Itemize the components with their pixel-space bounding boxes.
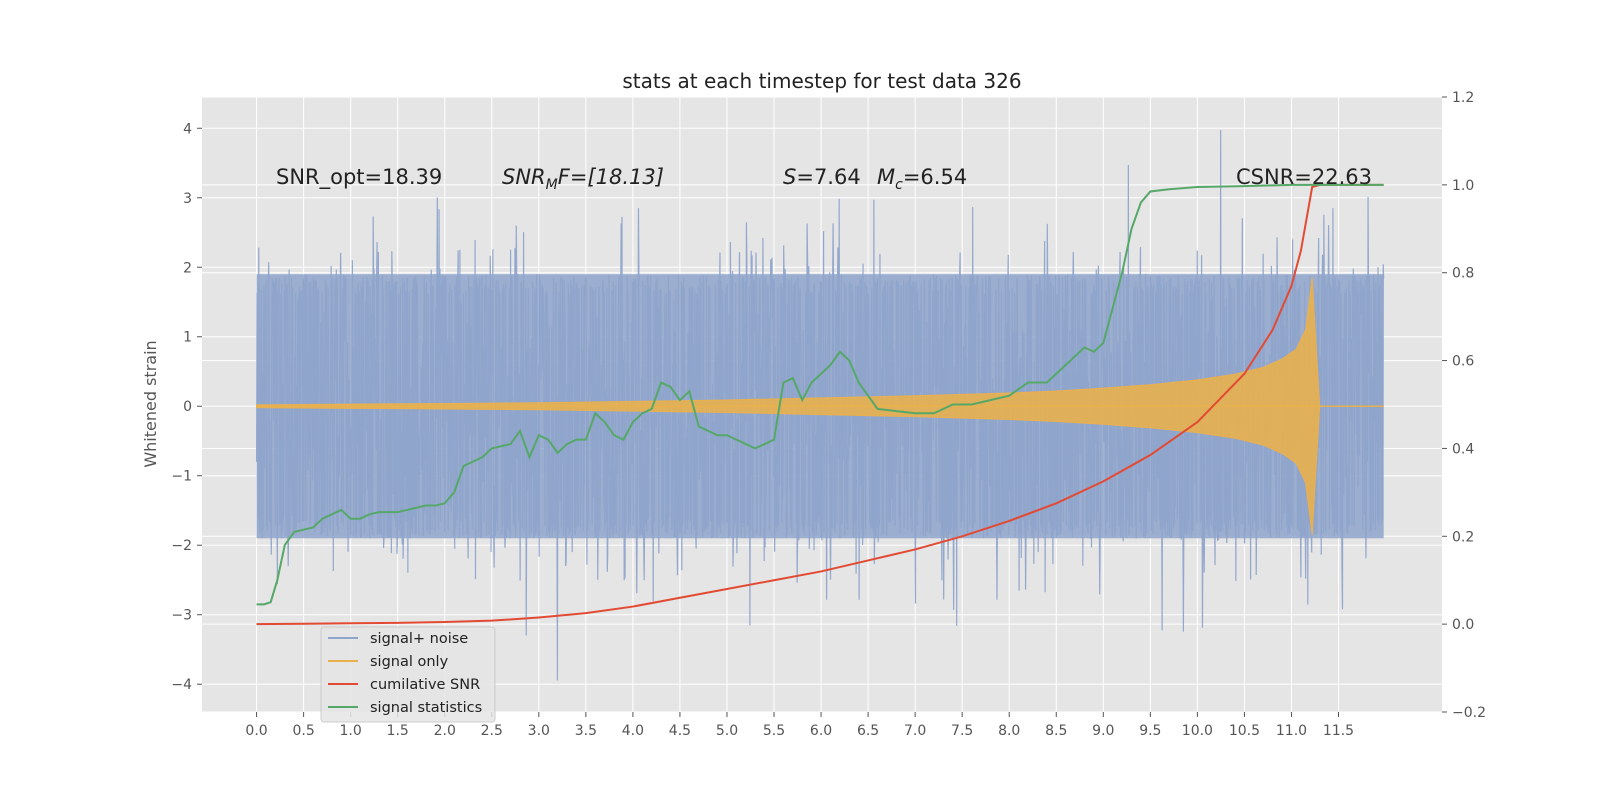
x-tick-label: 8.0 (998, 723, 1020, 739)
s-annotation: S=7.64 (783, 165, 861, 189)
legend-box (320, 626, 496, 723)
legend: signal+ noise signal only cumilative SNR… (320, 626, 496, 723)
y-tick-label: −4 (171, 677, 192, 693)
y-right-tick-label: 0.6 (1452, 354, 1474, 370)
s-symbol: S (783, 165, 796, 189)
x-tick-label: 5.0 (716, 723, 738, 739)
x-tick-label: 11.0 (1276, 723, 1307, 739)
signal-statistics-line (256, 183, 1384, 606)
series-layer (255, 130, 1385, 681)
x-tick-label: 2.0 (434, 723, 456, 739)
mc-annotation: Mc=6.54 (877, 165, 967, 193)
y-tick-label: 0 (183, 399, 192, 415)
mc-value: =6.54 (903, 165, 967, 189)
y-right-tick-label: 1.2 (1452, 90, 1474, 106)
y-tick-label: 2 (183, 260, 192, 276)
y-tick-label: 1 (183, 330, 192, 346)
annotations: SNR_opt=18.39 SNRMF=[18.13] S=7.64 Mc=6.… (276, 165, 1372, 193)
x-tick-label: 3.0 (528, 723, 550, 739)
y-right-tick-label: 0.4 (1452, 441, 1474, 457)
cumulative-snr-line (256, 183, 1384, 626)
x-tick-label: 11.5 (1323, 723, 1354, 739)
csnr-annotation: CSNR=22.63 (1236, 165, 1372, 189)
y-right-tick-label: −0.2 (1452, 705, 1486, 721)
legend-label-noise: signal+ noise (370, 631, 468, 647)
chart-title: stats at each timestep for test data 326 (622, 69, 1021, 93)
y-tick-label: −2 (171, 538, 192, 554)
y-tick-label: −3 (171, 608, 192, 624)
snr-opt-annotation: SNR_opt=18.39 (276, 165, 442, 190)
x-tick-label: 10.5 (1229, 723, 1260, 739)
x-tick-label: 9.5 (1139, 723, 1161, 739)
y-right-tick-label: 0.2 (1452, 529, 1474, 545)
x-tick-label: 8.5 (1045, 723, 1067, 739)
y-tick-label: 3 (183, 191, 192, 207)
x-tick-label: 6.0 (810, 723, 832, 739)
x-tick-label: 7.5 (951, 723, 973, 739)
snr-mf-prefix: SNR (502, 165, 546, 189)
legend-label-snr: cumilative SNR (370, 677, 480, 693)
y-tick-label: 4 (183, 121, 192, 137)
x-tick-label: 1.5 (387, 723, 409, 739)
x-tick-label: 7.0 (904, 723, 926, 739)
signal-noise-line (255, 130, 1385, 681)
mc-subscript: c (895, 177, 903, 193)
x-tick-label: 1.0 (340, 723, 362, 739)
y-right-tick-label: 1.0 (1452, 178, 1474, 194)
x-tick-label: 0.0 (245, 723, 267, 739)
x-tick-label: 4.0 (622, 723, 644, 739)
snr-mf-suffix: F=[18.13] (558, 165, 664, 189)
x-tick-label: 2.5 (481, 723, 503, 739)
mc-symbol: M (877, 165, 895, 189)
x-tick-label: 5.5 (763, 723, 785, 739)
s-value: =7.64 (796, 165, 860, 189)
y-tick-label: −1 (171, 469, 192, 485)
x-tick-label: 9.0 (1092, 723, 1114, 739)
axes: 0.0 0.5 1.0 1.5 2.0 2.5 3.0 3.5 4.0 4.5 5.0 5.5 6.0 6… (171, 90, 1486, 739)
x-tick-label: 3.5 (575, 723, 597, 739)
snr-mf-annotation: SNRMF=[18.13] (502, 165, 664, 193)
y-right-tick-label: 0.0 (1452, 617, 1474, 633)
y-right-tick-label: 0.8 (1452, 266, 1474, 282)
x-tick-label: 4.5 (669, 723, 691, 739)
legend-label-signal: signal only (370, 654, 449, 670)
snr-mf-subscript: M (546, 177, 558, 193)
x-tick-label: 6.5 (857, 723, 879, 739)
y-axis-label: Whitened strain (141, 340, 160, 467)
legend-label-stats: signal statistics (370, 700, 482, 716)
x-tick-label: 0.5 (292, 723, 314, 739)
x-tick-label: 10.0 (1182, 723, 1213, 739)
